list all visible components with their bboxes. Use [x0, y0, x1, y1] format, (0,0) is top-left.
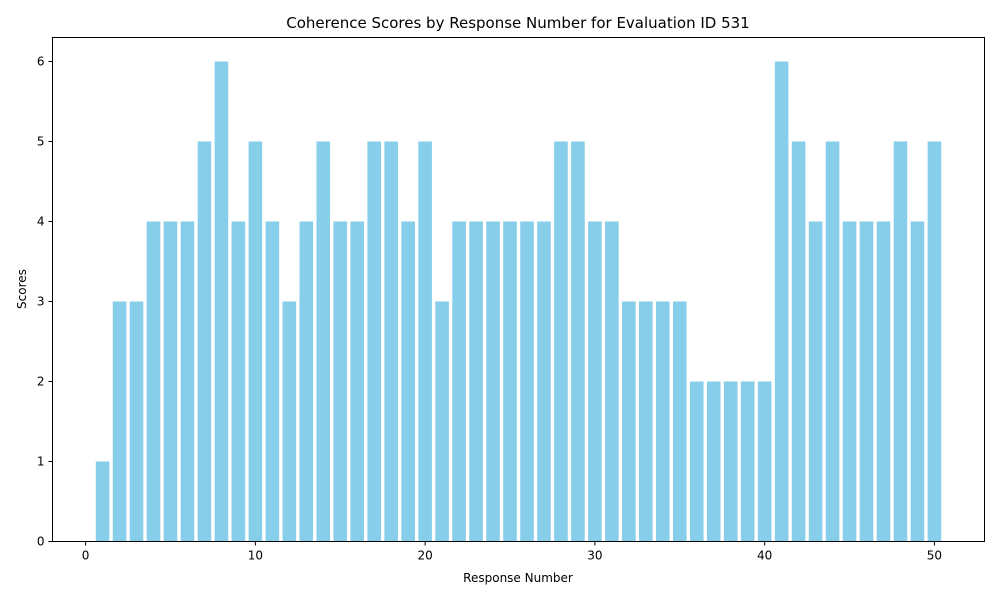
- bar-response-49: [910, 221, 925, 542]
- bar-response-45: [842, 221, 857, 542]
- x-tick-label: 30: [587, 549, 602, 563]
- bar-response-1: [95, 461, 110, 542]
- bar-response-8: [214, 61, 229, 542]
- bar-response-9: [231, 221, 246, 542]
- bar-response-12: [282, 301, 297, 542]
- bar-response-48: [893, 141, 908, 542]
- bar-response-15: [333, 221, 348, 542]
- bar-response-43: [808, 221, 823, 542]
- bar-response-38: [723, 381, 738, 542]
- x-tick-label: 10: [248, 549, 263, 563]
- bar-response-7: [197, 141, 212, 542]
- y-axis-ticks: 0 1 2 3 4 5 6: [37, 55, 53, 549]
- bar-response-39: [740, 381, 755, 542]
- y-tick-label: 6: [37, 55, 45, 69]
- bar-response-14: [316, 141, 331, 542]
- bar-response-18: [384, 141, 398, 542]
- y-tick-label: 2: [37, 375, 45, 389]
- x-tick-label: 40: [757, 549, 772, 563]
- bar-response-40: [757, 381, 772, 542]
- bar-response-35: [672, 301, 687, 542]
- bar-response-33: [639, 301, 653, 542]
- bar-response-6: [180, 221, 195, 542]
- y-tick-label: 3: [37, 295, 45, 309]
- chart-title: Coherence Scores by Response Number for …: [286, 14, 749, 32]
- bar-response-21: [435, 301, 449, 542]
- bar-response-22: [452, 221, 466, 542]
- bar-response-50: [927, 141, 942, 542]
- bar-response-41: [774, 61, 789, 542]
- bar-response-44: [825, 141, 840, 542]
- bar-response-32: [622, 301, 636, 542]
- bar-response-3: [129, 301, 144, 542]
- bar-response-29: [571, 141, 585, 542]
- bar-response-10: [248, 141, 263, 542]
- bar-response-13: [299, 221, 314, 542]
- x-tick-label: 50: [927, 549, 942, 563]
- bar-response-25: [503, 221, 517, 542]
- bar-response-23: [469, 221, 483, 542]
- bar-response-4: [146, 221, 161, 542]
- y-tick-label: 5: [37, 135, 45, 149]
- bar-response-24: [486, 221, 500, 542]
- bar-response-34: [656, 301, 670, 542]
- bar-response-37: [706, 381, 721, 542]
- bar-response-46: [859, 221, 874, 542]
- bar-response-27: [537, 221, 551, 542]
- bars-group: [95, 61, 942, 542]
- bar-response-42: [791, 141, 806, 542]
- bar-response-11: [265, 221, 280, 542]
- bar-response-30: [588, 221, 602, 542]
- bar-response-20: [418, 141, 432, 542]
- y-tick-label: 1: [37, 455, 45, 469]
- plot-frame: [52, 37, 985, 542]
- x-tick-label: 0: [82, 549, 90, 563]
- bar-response-5: [163, 221, 178, 542]
- bar-response-2: [112, 301, 127, 542]
- bar-response-16: [350, 221, 365, 542]
- bar-response-36: [689, 381, 704, 542]
- bar-response-26: [520, 221, 534, 542]
- bar-response-47: [876, 221, 891, 542]
- x-axis-ticks: 0 10 20 30 40 50: [82, 541, 942, 563]
- x-tick-label: 20: [417, 549, 432, 563]
- y-tick-label: 4: [37, 215, 45, 229]
- x-axis-label: Response Number: [463, 571, 573, 585]
- y-axis-label: Scores: [15, 269, 29, 309]
- bar-response-28: [554, 141, 568, 542]
- bar-response-31: [605, 221, 619, 542]
- bar-response-17: [367, 141, 381, 542]
- bar-response-19: [401, 221, 415, 542]
- y-tick-label: 0: [37, 535, 45, 549]
